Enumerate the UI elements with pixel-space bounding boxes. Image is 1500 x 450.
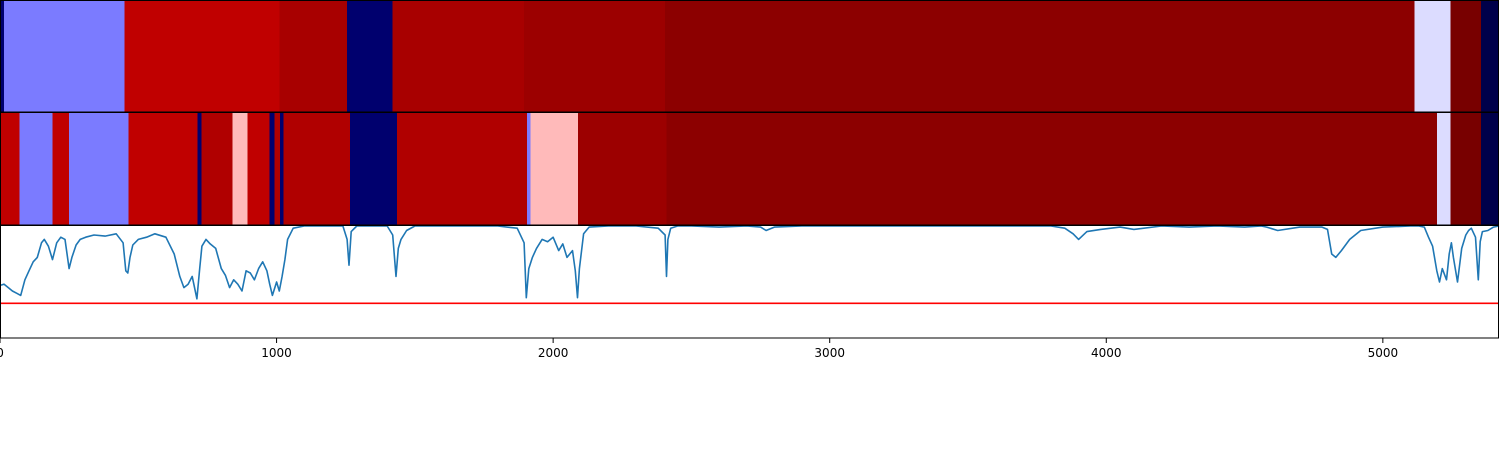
segment-1-7 [232, 113, 248, 225]
segment-0-10 [1481, 1, 1499, 112]
segment-0-9 [1450, 1, 1482, 112]
segment-1-20 [1450, 113, 1482, 225]
segment-1-17 [578, 113, 667, 225]
segment-0-7 [665, 1, 1415, 112]
x-tick-label-4: 4000 [1091, 346, 1122, 360]
segment-1-5 [197, 113, 202, 225]
segment-0-5 [392, 1, 525, 112]
series-line-signal [0, 225, 1500, 300]
segment-1-0 [0, 113, 20, 225]
segment-1-2 [52, 113, 70, 225]
segment-1-11 [279, 113, 284, 225]
segment-1-15 [526, 113, 531, 225]
x-tick-label-0: 0 [0, 346, 4, 360]
segment-1-10 [274, 113, 280, 225]
line-panel-background [0, 226, 1499, 338]
segmentation-panel-top [0, 0, 1499, 113]
segment-1-1 [19, 113, 53, 225]
segment-0-8 [1414, 1, 1451, 112]
segment-1-4 [128, 113, 198, 225]
segment-0-1 [4, 1, 125, 112]
segment-1-8 [247, 113, 270, 225]
segment-1-21 [1481, 113, 1499, 225]
segment-1-9 [269, 113, 275, 225]
segment-1-14 [396, 113, 527, 225]
segment-1-3 [69, 113, 129, 225]
segmentation-panel-middle [0, 112, 1499, 226]
segment-1-12 [283, 113, 350, 225]
x-tick-label-3: 3000 [814, 346, 845, 360]
x-axis: 0 1000 2000 3000 4000 5000 [0, 338, 1398, 360]
x-tick-label-2: 2000 [538, 346, 569, 360]
segment-0-0 [0, 1, 5, 112]
segment-1-6 [201, 113, 233, 225]
segment-0-4 [347, 1, 393, 112]
signal-line-panel [0, 225, 1500, 339]
segment-1-13 [349, 113, 397, 225]
segment-0-2 [124, 1, 280, 112]
segment-1-18 [666, 113, 1437, 225]
segment-1-16 [530, 113, 579, 225]
segment-0-6 [524, 1, 666, 112]
x-tick-label-5: 5000 [1368, 346, 1399, 360]
panel-frame-2 [0, 225, 1499, 339]
segment-0-3 [279, 1, 348, 112]
segment-1-19 [1436, 113, 1451, 225]
x-tick-label-1: 1000 [261, 346, 292, 360]
